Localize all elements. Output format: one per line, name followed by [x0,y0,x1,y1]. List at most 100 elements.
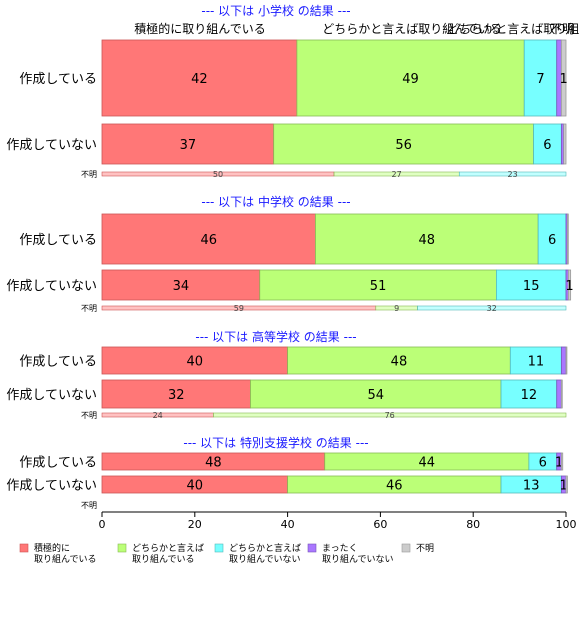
bar-segment [315,213,539,265]
legend-swatch [307,543,317,553]
row-label: 作成していない [6,479,97,494]
bar-segment [566,213,569,265]
bar-segment [565,475,568,494]
bar-value-label: 37 [180,138,197,153]
bar-value-label: 40 [187,479,204,494]
bar-value-label: 40 [187,355,204,370]
legend-label: どちらかと言えば [132,542,204,554]
bar-segment [101,39,298,117]
bar-value-label: 1 [555,456,563,471]
bar-value-label: 46 [386,479,403,494]
bar-value-label: 56 [395,138,412,153]
top-category-label-1: どちらかと言えば取り組んでいる [322,22,501,36]
bar-segment [556,379,562,409]
bar-segment [101,123,275,165]
bar-value-label: 44 [419,456,436,471]
bar-segment [533,123,562,165]
top-category-label-0: 積極的に取り組んでいる [134,21,265,36]
bar-value-label: 15 [523,279,540,294]
bar-value-label: 1 [560,72,568,87]
unknown-value-label: 59 [234,304,244,313]
bar-value-label: 12 [521,388,538,403]
bar-segment [523,39,558,117]
legend-label: 取り組んでいる [132,553,195,565]
bar-segment [259,269,497,301]
unknown-bar-segment [213,412,567,418]
unknown-row-label: 不明 [81,411,97,420]
unknown-value-label: 50 [213,170,223,179]
bar-segment [101,346,289,375]
bar-value-label: 34 [173,279,190,294]
legend-swatch [401,543,411,553]
bar-segment [560,379,563,409]
unknown-row-label: 不明 [81,304,97,313]
legend-swatch [117,543,127,553]
legend-label: どちらかと言えば [229,542,301,554]
bar-value-label: 13 [523,479,540,494]
row-label: 作成していない [6,388,97,403]
bar-value-label: 1 [565,279,573,294]
bar-value-label: 51 [370,279,387,294]
legend-label: 取り組んでいない [229,553,301,565]
unknown-bar-segment [417,305,567,311]
x-tick-label: 20 [188,518,202,531]
x-tick-label: 40 [281,518,295,531]
bar-segment [560,39,567,117]
bar-value-label: 1 [560,479,568,494]
bar-segment [101,213,316,265]
row-label: 作成している [19,355,97,370]
bar-value-label: 46 [200,233,217,248]
bar-value-label: 48 [391,355,408,370]
row-label: 作成していない [6,279,97,294]
unknown-value-label: 27 [392,170,402,179]
bar-value-label: 54 [367,388,384,403]
unknown-value-label: 23 [508,170,518,179]
group-title: --- 以下は 特別支援学校 の結果 --- [183,435,368,450]
x-tick-label: 0 [99,518,106,531]
legend-label: まったく [322,543,358,554]
unknown-value-label: 76 [385,411,395,420]
top-category-label-3: 不明 [550,22,574,36]
bar-value-label: 48 [419,233,436,248]
x-tick-label: 60 [373,518,387,531]
bar-segment [537,213,567,265]
unknown-row-label: 不明 [81,170,97,179]
group-title: --- 以下は 小学校 の結果 --- [201,3,350,18]
bar-value-label: 6 [548,233,556,248]
unknown-value-label: 9 [394,304,399,313]
legend-label: 不明 [416,543,434,554]
bar-segment [560,346,567,375]
x-tick-label: 100 [556,518,577,531]
unknown-value-label: 32 [487,304,497,313]
bar-value-label: 6 [543,138,551,153]
bar-segment [273,123,534,165]
bar-segment [560,452,564,471]
bar-segment [495,269,567,301]
legend-label: 取り組んでいる [34,553,97,565]
bar-segment [565,346,568,375]
x-tick-label: 80 [466,518,480,531]
bar-segment [287,346,511,375]
bar-segment [101,269,261,301]
legend-label: 取り組んでいない [322,553,394,565]
group-title: --- 以下は 高等学校 の結果 --- [195,329,356,344]
legend-label: 積極的に [34,542,70,554]
bar-segment [563,123,567,165]
bar-value-label: 49 [402,72,419,87]
legend-swatch [19,543,29,553]
bar-segment [250,379,502,409]
group-title: --- 以下は 中学校 の結果 --- [201,194,350,209]
bar-value-label: 11 [528,355,545,370]
bar-value-label: 6 [539,456,547,471]
unknown-bar-segment [458,171,567,177]
bar-segment [567,269,572,301]
bar-value-label: 48 [205,456,222,471]
unknown-value-label: 24 [153,411,163,420]
unknown-row-label: 不明 [81,501,97,510]
row-label: 作成している [19,72,97,87]
bar-value-label: 7 [536,72,544,87]
row-label: 作成している [19,456,97,471]
row-label: 作成していない [6,138,97,153]
